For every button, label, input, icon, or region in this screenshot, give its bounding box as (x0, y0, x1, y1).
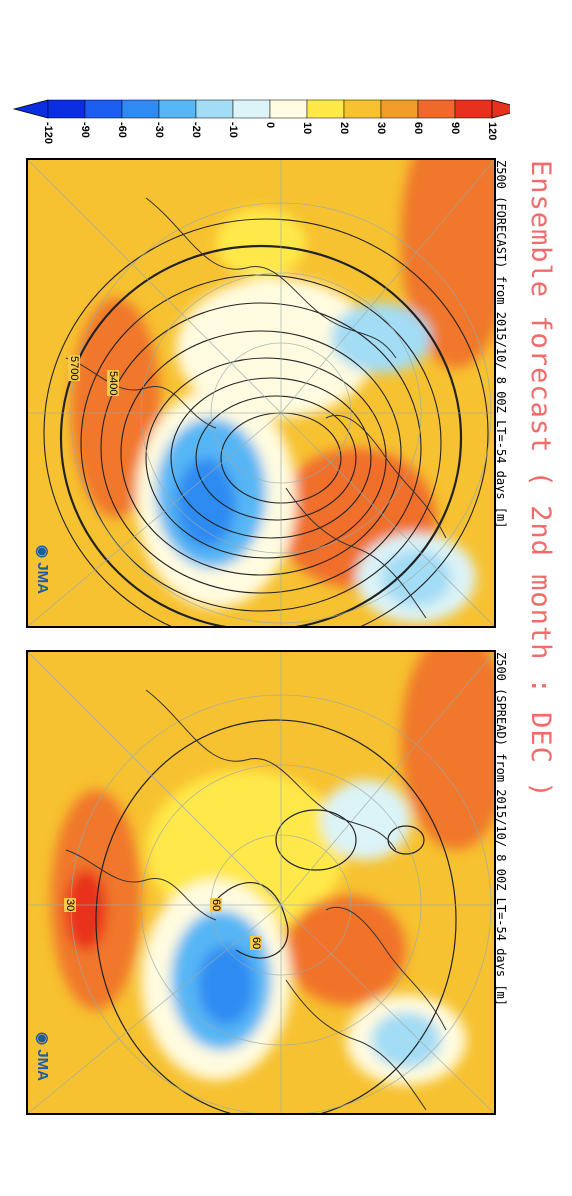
colorbar-tick-label: 90 (449, 122, 461, 135)
colorbar-tick-label: -60 (116, 122, 128, 138)
map-panel-forecast (26, 158, 496, 628)
colorbar-tick-label: 20 (338, 122, 350, 135)
contour-label: 60 (250, 936, 262, 951)
colorbar-segment (343, 99, 382, 119)
colorbar-tick-label: 120 (486, 122, 498, 141)
anomaly-negative (381, 550, 451, 606)
colorbar-segment (454, 99, 493, 119)
jma-logo: ◉ JMA (34, 1032, 52, 1081)
anomaly-positive (216, 208, 306, 278)
coastlines (65, 689, 447, 1111)
figure-title: Ensemble forecast ( 2nd month : DEC ) (525, 160, 556, 799)
height-contours (43, 218, 489, 628)
graticule (26, 158, 496, 628)
colorbar-tick-label: 0 (264, 122, 276, 129)
spread-high (286, 895, 406, 1005)
colorbar-segment (158, 99, 197, 119)
spread-high (401, 650, 496, 850)
anomaly-positive (71, 298, 161, 518)
anomaly-neutral (176, 278, 376, 418)
map-panel-spread (26, 650, 496, 1115)
contour-label: 5700 (68, 355, 80, 382)
spread-low (198, 945, 254, 1025)
colorbar-segment (380, 99, 419, 119)
colorbar-segment (195, 99, 234, 119)
contour-label: 60 (210, 898, 222, 913)
colorbar-segment (232, 99, 271, 119)
jma-emblem-icon: ◉ (34, 1032, 51, 1046)
panel-spread-header: Z500 (SPREAD) from 2015/10/ 8 00Z LT=-54… (494, 652, 508, 1007)
anomaly-positive (401, 158, 496, 368)
jma-logo-text: JMA (34, 562, 51, 594)
anomaly-negative (176, 458, 236, 548)
jma-logo-text: JMA (34, 1049, 51, 1081)
colorbar-tick-label: 10 (301, 122, 313, 135)
panel-forecast-header: Z500 (FORECAST) from 2015/10/ 8 00Z LT=-… (494, 160, 508, 529)
colorbar-segment (269, 99, 308, 119)
colorbar-arrow-low (12, 99, 49, 119)
colorbar-segment (84, 99, 123, 119)
colorbar-tick-label: -20 (190, 122, 202, 138)
colorbar-tick-label: 60 (412, 122, 424, 135)
colorbar-tick-label: 30 (375, 122, 387, 135)
spread-low (321, 780, 411, 860)
spread-contours (95, 719, 457, 1115)
panel-frame (26, 650, 496, 1115)
jma-logo: ◉ JMA (34, 545, 52, 594)
coastlines (65, 197, 447, 619)
colorbar-tick-label: -10 (227, 122, 239, 138)
panel-frame (26, 158, 496, 628)
contour-label: 30 (64, 898, 76, 913)
colorbar-arrow-high (491, 99, 510, 119)
colorbar-tick-label: -90 (79, 122, 91, 138)
colorbar-tick-label: -120 (42, 122, 54, 145)
colorbar (12, 99, 510, 119)
contour-label: 5400 (107, 370, 119, 397)
colorbar-segment (306, 99, 345, 119)
jma-emblem-icon: ◉ (34, 545, 51, 559)
spread-low (371, 1012, 441, 1068)
anomaly-negative (331, 303, 431, 373)
colorbar-segment (47, 99, 86, 119)
colorbar-tick-label: -30 (153, 122, 165, 138)
colorbar-segment (121, 99, 160, 119)
colorbar-segment (417, 99, 456, 119)
